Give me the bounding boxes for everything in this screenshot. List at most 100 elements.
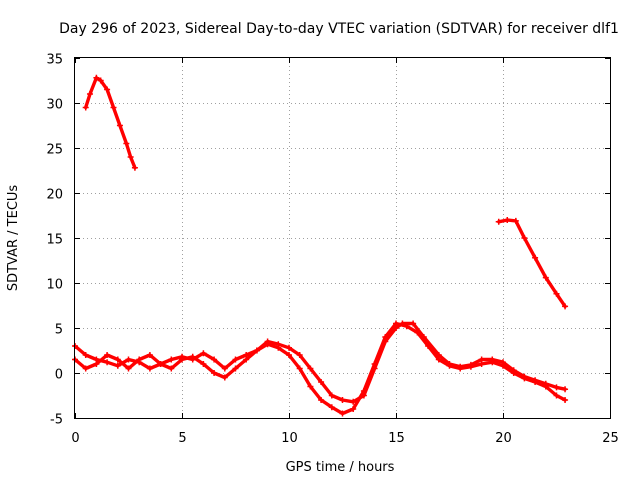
data-point xyxy=(146,352,153,358)
data-point xyxy=(478,361,485,367)
data-point xyxy=(123,140,130,147)
data-point xyxy=(296,352,303,358)
data-point xyxy=(403,323,410,330)
data-point xyxy=(500,362,506,369)
data-point xyxy=(457,365,464,372)
data-point xyxy=(414,329,421,336)
data-point xyxy=(189,353,196,360)
series-arc-b xyxy=(72,320,569,417)
y-tick-label: -5 xyxy=(50,413,63,428)
data-point xyxy=(125,365,132,372)
y-tick-label: 25 xyxy=(46,143,63,158)
data-point xyxy=(339,410,346,417)
data-point xyxy=(93,361,100,367)
y-tick-label: 0 xyxy=(55,368,63,383)
data-point xyxy=(425,343,432,349)
data-point xyxy=(211,370,218,376)
data-point xyxy=(200,350,207,357)
data-point xyxy=(532,254,539,261)
data-point xyxy=(350,406,357,412)
data-point xyxy=(221,374,228,381)
data-point xyxy=(168,356,175,363)
data-point xyxy=(157,361,164,367)
y-tick-label: 35 xyxy=(46,53,63,68)
data-point xyxy=(168,365,175,372)
data-point xyxy=(97,77,104,84)
data-point xyxy=(489,359,496,366)
data-point xyxy=(200,361,207,367)
data-point xyxy=(82,352,89,358)
data-point xyxy=(179,356,185,363)
data-point xyxy=(253,347,260,354)
data-point xyxy=(286,344,292,351)
data-point xyxy=(296,365,303,372)
data-point xyxy=(131,164,138,171)
data-point xyxy=(114,356,121,363)
data-point xyxy=(82,104,89,111)
x-tick-label: 5 xyxy=(178,431,186,446)
data-point xyxy=(339,397,346,403)
data-point xyxy=(307,365,314,372)
data-point xyxy=(350,398,357,405)
y-tick-label: 30 xyxy=(46,98,63,113)
data-point xyxy=(553,392,560,399)
series-line xyxy=(83,76,137,170)
y-tick-label: 15 xyxy=(46,233,63,248)
data-point xyxy=(495,218,502,225)
y-tick-label: 10 xyxy=(46,278,63,293)
data-point xyxy=(286,352,292,358)
plot-frame xyxy=(74,57,611,419)
data-point xyxy=(136,356,143,363)
x-tick-label: 0 xyxy=(71,431,79,446)
data-point xyxy=(542,274,549,281)
grid xyxy=(75,58,610,418)
data-point xyxy=(410,320,417,327)
data-point xyxy=(110,104,117,111)
data-point xyxy=(232,365,239,372)
data-point xyxy=(467,363,474,370)
data-point xyxy=(521,235,528,241)
axis-ticks: 0 5 10 15 20 25 -5 0 5 10 15 20 25 30 35 xyxy=(46,53,618,447)
data-point xyxy=(211,356,218,363)
x-tick-label: 25 xyxy=(602,431,619,446)
data-point xyxy=(371,361,378,367)
y-tick-label: 20 xyxy=(46,188,63,203)
data-point xyxy=(512,217,519,224)
data-point xyxy=(232,356,239,363)
data-point xyxy=(435,356,442,363)
data-point xyxy=(504,217,511,223)
data-point xyxy=(264,341,271,348)
x-tick-label: 15 xyxy=(388,431,405,446)
data-point xyxy=(360,388,367,394)
data-point xyxy=(542,383,549,390)
data-point xyxy=(275,344,282,351)
data-point xyxy=(553,290,560,297)
data-point xyxy=(562,303,569,310)
data-point xyxy=(328,404,335,411)
x-tick-label: 20 xyxy=(495,431,512,446)
data-point xyxy=(318,397,325,403)
x-axis-label: GPS time / hours xyxy=(286,460,395,475)
data-point xyxy=(116,122,123,129)
data-point xyxy=(125,356,132,363)
data-point xyxy=(82,365,89,372)
data-point xyxy=(318,379,325,385)
data-point xyxy=(510,370,517,376)
data-point xyxy=(562,386,569,393)
data-point xyxy=(393,320,399,327)
data-point xyxy=(446,362,453,369)
y-axis-label: SDTVAR / TECUs xyxy=(6,185,21,292)
data-point xyxy=(93,74,100,81)
data-point xyxy=(104,359,111,366)
data-point xyxy=(243,356,250,363)
data-point xyxy=(86,91,93,97)
data-point xyxy=(382,334,389,340)
data-point xyxy=(104,352,111,358)
data-point xyxy=(532,379,539,385)
data-point xyxy=(146,365,153,372)
data-point xyxy=(521,375,528,382)
data-point xyxy=(104,86,111,93)
data-point xyxy=(553,384,560,391)
series-arc-high-early xyxy=(82,74,138,171)
